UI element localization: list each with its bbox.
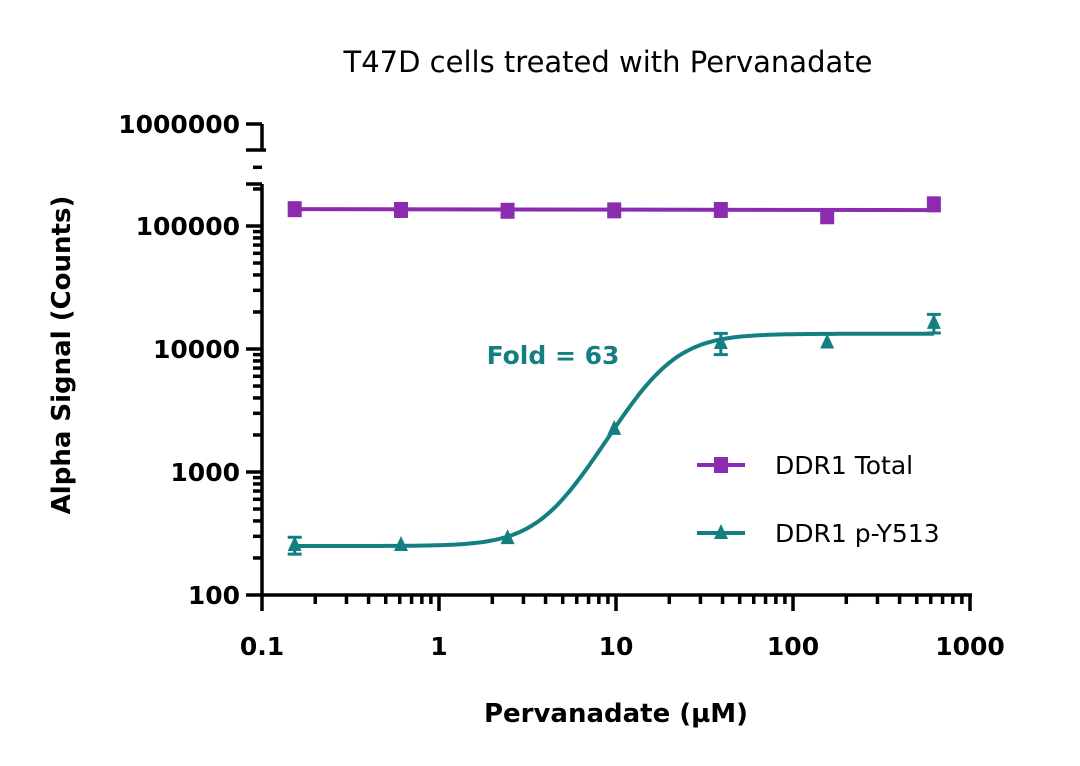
ddr1-py513-point: [500, 529, 515, 545]
ddr1-py513-point: [926, 313, 941, 329]
ddr1-total-point: [500, 202, 515, 219]
x-tick-label: 100: [767, 632, 819, 661]
ddr1-total-point: [820, 208, 835, 225]
ddr1-total-point: [926, 196, 941, 213]
ddr1-total-point: [287, 201, 302, 218]
ddr1-py513-point: [607, 419, 622, 435]
ddr1-total-point: [394, 201, 409, 218]
legend-label: DDR1 Total: [775, 451, 913, 480]
y-tick-label: 1000: [170, 458, 240, 487]
legend-label: DDR1 p-Y513: [775, 519, 940, 548]
legend-square-marker: [714, 457, 728, 473]
y-axis-label: Alpha Signal (Counts): [47, 196, 77, 515]
x-tick-label: 10: [599, 632, 634, 661]
x-axis-label: Pervanadate (µM): [484, 699, 748, 729]
ddr1-py513-point: [820, 333, 835, 349]
legend-triangle-marker: [714, 524, 728, 539]
ddr1-py513-point: [287, 535, 302, 551]
ddr1-total-point: [713, 201, 728, 218]
x-tick-label: 0.1: [240, 632, 284, 661]
ddr1-total-point: [607, 202, 622, 219]
chart-title: T47D cells treated with Pervanadate: [343, 45, 873, 79]
y-tick-label: 1000000: [118, 110, 240, 139]
fold-annotation: Fold = 63: [487, 341, 620, 370]
ddr1-py513-point: [394, 535, 409, 551]
y-tick-label: 10000: [153, 335, 240, 364]
x-tick-label: 1000: [935, 632, 1005, 661]
y-tick-label: 100000: [136, 212, 240, 241]
ddr1-py513-point: [713, 333, 728, 349]
y-tick-label: 100: [188, 581, 240, 610]
x-tick-label: 1: [430, 632, 447, 661]
